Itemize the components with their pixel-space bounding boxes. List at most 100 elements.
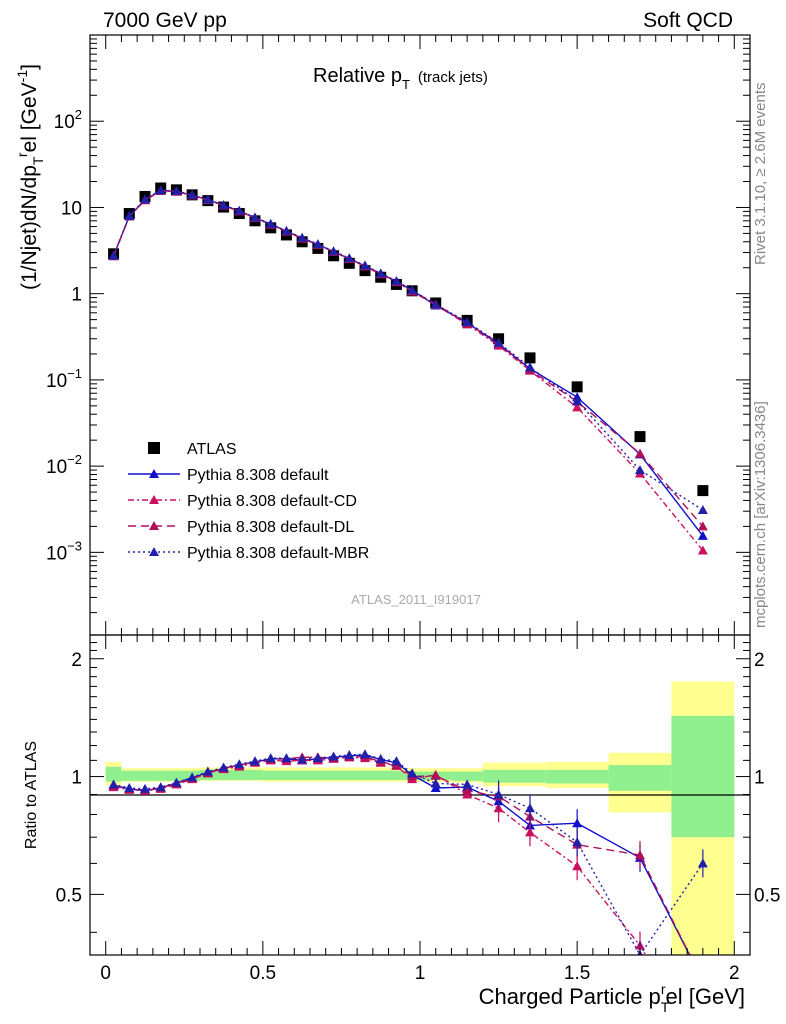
data-point: [635, 465, 645, 475]
stat-uncertainty-band: [545, 769, 609, 784]
data-point: [343, 257, 355, 269]
legend-marker: [149, 521, 159, 530]
ratio-point: [328, 751, 339, 761]
y-tick-label: 1: [71, 285, 82, 306]
ratio-point: [391, 756, 402, 766]
data-point: [525, 362, 535, 372]
y-tick-label: 10−2: [46, 452, 82, 478]
data-point: [218, 200, 229, 210]
legend-label: Pythia 8.308 default-CD: [187, 493, 357, 510]
ratio-point: [155, 782, 166, 792]
data-point: [124, 211, 135, 221]
data-point: [571, 381, 583, 393]
stat-uncertainty-band: [671, 715, 735, 838]
xlabel-sup: r: [661, 981, 666, 997]
ratio-point: [635, 850, 645, 860]
y-tick-label: 10−1: [46, 366, 82, 392]
ratio-point: [525, 803, 535, 813]
legend-label: ATLAS: [187, 441, 237, 458]
ylabel-main: (1/Njet)dN/dp: [18, 165, 41, 290]
stat-uncertainty-band: [105, 766, 122, 782]
analysis-id: ATLAS_2011_I919017: [351, 592, 481, 607]
data-point: [430, 299, 441, 309]
data-point: [312, 239, 323, 249]
ratio-point: [572, 837, 583, 847]
ylabel-sub: T: [30, 156, 46, 165]
ratio-point: [234, 759, 245, 769]
data-point: [155, 185, 166, 195]
title-main: Relative p: [313, 65, 402, 87]
ratio-line: [113, 756, 647, 955]
ylabel-tail: el [GeV: [18, 82, 41, 152]
data-point: [297, 232, 308, 242]
stat-uncertainty-band: [262, 770, 405, 780]
data-point: [697, 485, 709, 497]
y-axis-label: (1/Njet)dN/dpTrel [GeV-1]: [14, 64, 46, 290]
series-1: [108, 185, 708, 540]
ratio-series-4: [108, 749, 708, 955]
data-point: [265, 218, 276, 228]
series-line: [112, 189, 704, 511]
title-extra: (track jets): [418, 69, 488, 86]
ratio-point: [312, 753, 323, 763]
ratio-point: [124, 782, 135, 792]
ylabel-close: ]: [18, 64, 41, 70]
data-point: [407, 285, 418, 295]
data-point: [462, 316, 473, 326]
data-point: [572, 402, 583, 412]
ratio-point: [202, 766, 213, 776]
ratio-y-tick-label: 1: [754, 768, 765, 789]
rivet-label: Rivet 3.1.10, ≥ 2.6M events: [752, 83, 769, 266]
data-point: [697, 530, 708, 540]
stat-uncertainty-band: [451, 771, 483, 781]
data-point: [140, 194, 150, 204]
series-4: [108, 185, 708, 514]
data-point: [634, 431, 646, 443]
ratio-point: [108, 779, 119, 789]
header-right: Soft QCD: [643, 9, 733, 32]
series-line: [112, 189, 704, 537]
ratio-point: [462, 785, 473, 795]
ratio-y-tick-label: 1: [71, 768, 82, 789]
data-point: [171, 186, 182, 196]
data-point: [697, 545, 708, 555]
ratio-point: [187, 772, 198, 782]
ratio-point: [297, 754, 308, 764]
title-sub: T: [402, 77, 410, 92]
data-point: [524, 352, 536, 364]
data-point: [281, 225, 292, 235]
ratio-y-tick-label: 0.5: [56, 885, 82, 906]
stat-uncertainty-band: [608, 765, 672, 791]
legend-marker: [149, 547, 159, 556]
legend-marker: [149, 469, 159, 478]
data-point: [375, 268, 386, 278]
data-point: [697, 521, 708, 531]
ratio-point: [171, 777, 182, 787]
data-point: [493, 337, 504, 347]
ratio-y-tick-label: 0.5: [754, 885, 780, 906]
ratio-point: [344, 750, 355, 760]
ratio-point: [430, 778, 441, 788]
ylabel-unit-sup: -1: [14, 70, 30, 83]
data-point: [635, 448, 645, 458]
ratio-point: [218, 762, 229, 772]
ratio-point: [572, 818, 583, 828]
ratio-point: [140, 783, 150, 793]
xlabel-sub: T: [661, 999, 670, 1015]
ratio-point: [430, 770, 441, 780]
y-tick-label: 10−3: [46, 538, 82, 564]
data-point: [360, 260, 370, 270]
ratio-point: [572, 861, 583, 871]
ratio-point: [697, 858, 708, 868]
ratio-point: [265, 753, 276, 763]
stat-uncertainty-band: [121, 770, 200, 781]
ratio-panel: 0 0.5 1 1.5 2 0.5 0.5 1 1 2 2 Ratio to ATLAS Charg…: [23, 634, 780, 1015]
ratio-point: [493, 789, 504, 799]
ratio-uncertainty-bands: [105, 681, 735, 955]
data-point: [328, 246, 339, 256]
data-point: [108, 250, 119, 260]
ratio-point: [407, 768, 418, 778]
legend-label: Pythia 8.308 default-DL: [187, 519, 354, 536]
